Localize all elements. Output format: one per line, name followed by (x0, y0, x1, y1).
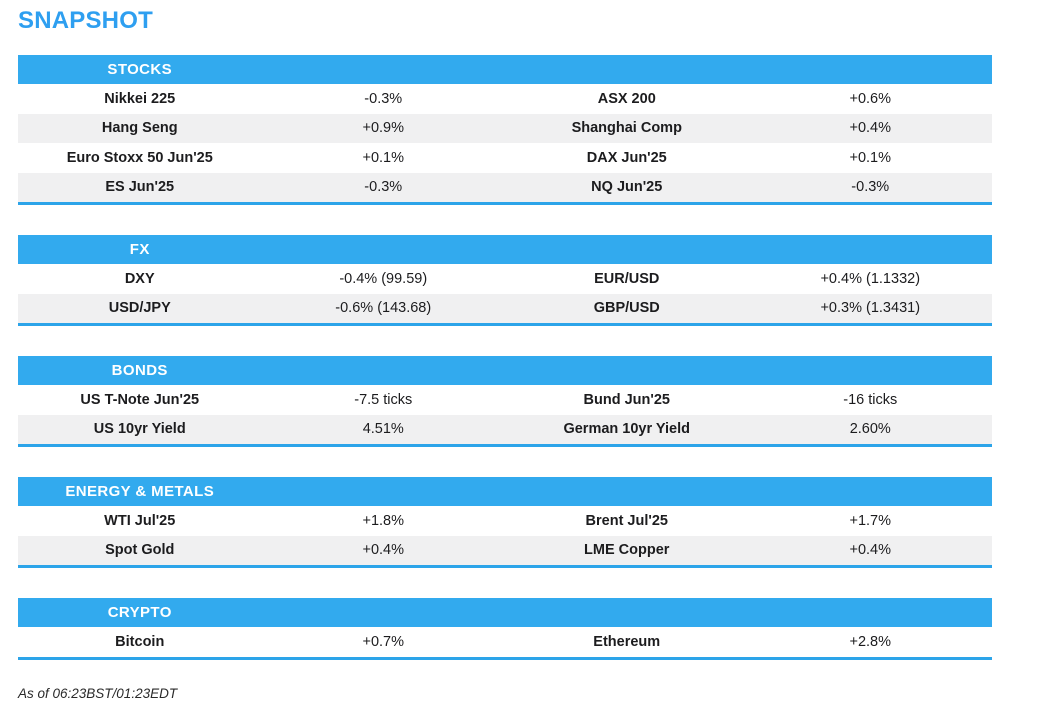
table-row: WTI Jul'25 +1.8% Brent Jul'25 +1.7% (18, 506, 992, 536)
snapshot-page: SNAPSHOT STOCKS Nikkei 225 -0.3% ASX 200 +0.… (18, 7, 1045, 701)
section-header-bonds: BONDS (18, 356, 992, 385)
table-row: USD/JPY -0.6% (143.68) GBP/USD +0.3% (1.343… (18, 293, 992, 323)
instrument-label: LME Copper (584, 542, 670, 559)
instrument-label: GBP/USD (593, 300, 660, 317)
instrument-label: ES Jun'25 (105, 179, 175, 196)
instrument-value: +0.4% (849, 120, 892, 137)
section-header-energy-metals: ENERGY & METALS (18, 477, 992, 506)
instrument-value: +0.6% (849, 90, 892, 107)
instrument-label: WTI Jul'25 (104, 512, 176, 529)
instrument-label: Ethereum (593, 633, 661, 650)
section-title: STOCKS (107, 61, 173, 78)
instrument-value: -0.3% (364, 179, 403, 196)
section-title: ENERGY & METALS (65, 483, 215, 500)
table-row: Spot Gold +0.4% LME Copper +0.4% (18, 535, 992, 565)
section-title: BONDS (111, 362, 168, 379)
instrument-label: USD/JPY (108, 300, 171, 317)
instrument-label: German 10yr Yield (563, 421, 691, 438)
instrument-label: Bund Jun'25 (583, 391, 670, 408)
table-row: Bitcoin +0.7% Ethereum +2.8% (18, 627, 992, 657)
instrument-label: NQ Jun'25 (591, 179, 663, 196)
instrument-value: +2.8% (849, 633, 892, 650)
instrument-label: US 10yr Yield (93, 421, 186, 438)
instrument-label: Euro Stoxx 50 Jun'25 (66, 149, 213, 166)
table-row: DXY -0.4% (99.59) EUR/USD +0.4% (1.1332) (18, 264, 992, 294)
timestamp-note: As of 06:23BST/01:23EDT (18, 685, 178, 701)
instrument-value: +0.1% (362, 149, 405, 166)
instrument-value: +1.8% (362, 512, 405, 529)
page-title: SNAPSHOT (18, 7, 153, 34)
instrument-label: Spot Gold (105, 542, 175, 559)
instrument-label: Hang Seng (101, 120, 178, 137)
table-row: Hang Seng +0.9% Shanghai Comp +0.4% (18, 113, 992, 143)
table-row: Nikkei 225 -0.3% ASX 200 +0.6% (18, 84, 992, 114)
instrument-label: EUR/USD (594, 270, 660, 287)
section-title: FX (129, 241, 150, 258)
section-header-fx: FX (18, 235, 992, 264)
instrument-label: Shanghai Comp (571, 120, 682, 137)
instrument-value: +0.3% (1.3431) (820, 300, 921, 317)
instrument-value: -0.3% (364, 90, 403, 107)
table-row: ES Jun'25 -0.3% NQ Jun'25 -0.3% (18, 172, 992, 202)
instrument-value: +0.7% (362, 633, 405, 650)
section-header-stocks: STOCKS (18, 55, 992, 84)
table-row: US 10yr Yield 4.51% German 10yr Yield 2.60% (18, 414, 992, 444)
section-energy-metals: ENERGY & METALS WTI Jul'25 +1.8% Brent Jul'… (18, 477, 992, 568)
instrument-value: 4.51% (362, 421, 404, 438)
instrument-value: +0.4% (1.1332) (820, 270, 921, 287)
instrument-label: Bitcoin (115, 633, 165, 650)
instrument-value: -7.5 ticks (354, 391, 413, 408)
instrument-value: -16 ticks (843, 391, 898, 408)
table-row: US T-Note Jun'25 -7.5 ticks Bund Jun'25 -16… (18, 385, 992, 415)
instrument-label: Nikkei 225 (104, 90, 176, 107)
section-fx: FX DXY -0.4% (99.59) EUR/USD +0.4% (1.1332) U… (18, 235, 992, 326)
section-bonds: BONDS US T-Note Jun'25 -7.5 ticks Bund Jun'… (18, 356, 992, 447)
instrument-value: +1.7% (849, 512, 892, 529)
section-title: CRYPTO (107, 604, 172, 621)
instrument-label: US T-Note Jun'25 (80, 391, 200, 408)
instrument-value: +0.4% (849, 542, 892, 559)
section-header-crypto: CRYPTO (18, 598, 992, 627)
instrument-label: ASX 200 (597, 90, 656, 107)
instrument-value: +0.4% (362, 542, 405, 559)
table-row: Euro Stoxx 50 Jun'25 +0.1% DAX Jun'25 +0.1% (18, 143, 992, 173)
instrument-label: Brent Jul'25 (585, 512, 668, 529)
section-stocks: STOCKS Nikkei 225 -0.3% ASX 200 +0.6% Hang Se… (18, 55, 992, 205)
instrument-value: -0.3% (851, 179, 890, 196)
market-sections: STOCKS Nikkei 225 -0.3% ASX 200 +0.6% Hang Se… (18, 55, 1045, 660)
instrument-value: -0.4% (99.59) (339, 270, 428, 287)
instrument-label: DXY (124, 270, 155, 287)
instrument-value: 2.60% (849, 421, 891, 438)
instrument-label: DAX Jun'25 (586, 149, 667, 166)
instrument-value: -0.6% (143.68) (335, 300, 432, 317)
instrument-value: +0.9% (362, 120, 405, 137)
instrument-value: +0.1% (849, 149, 892, 166)
section-crypto: CRYPTO Bitcoin +0.7% Ethereum +2.8% (18, 598, 992, 660)
